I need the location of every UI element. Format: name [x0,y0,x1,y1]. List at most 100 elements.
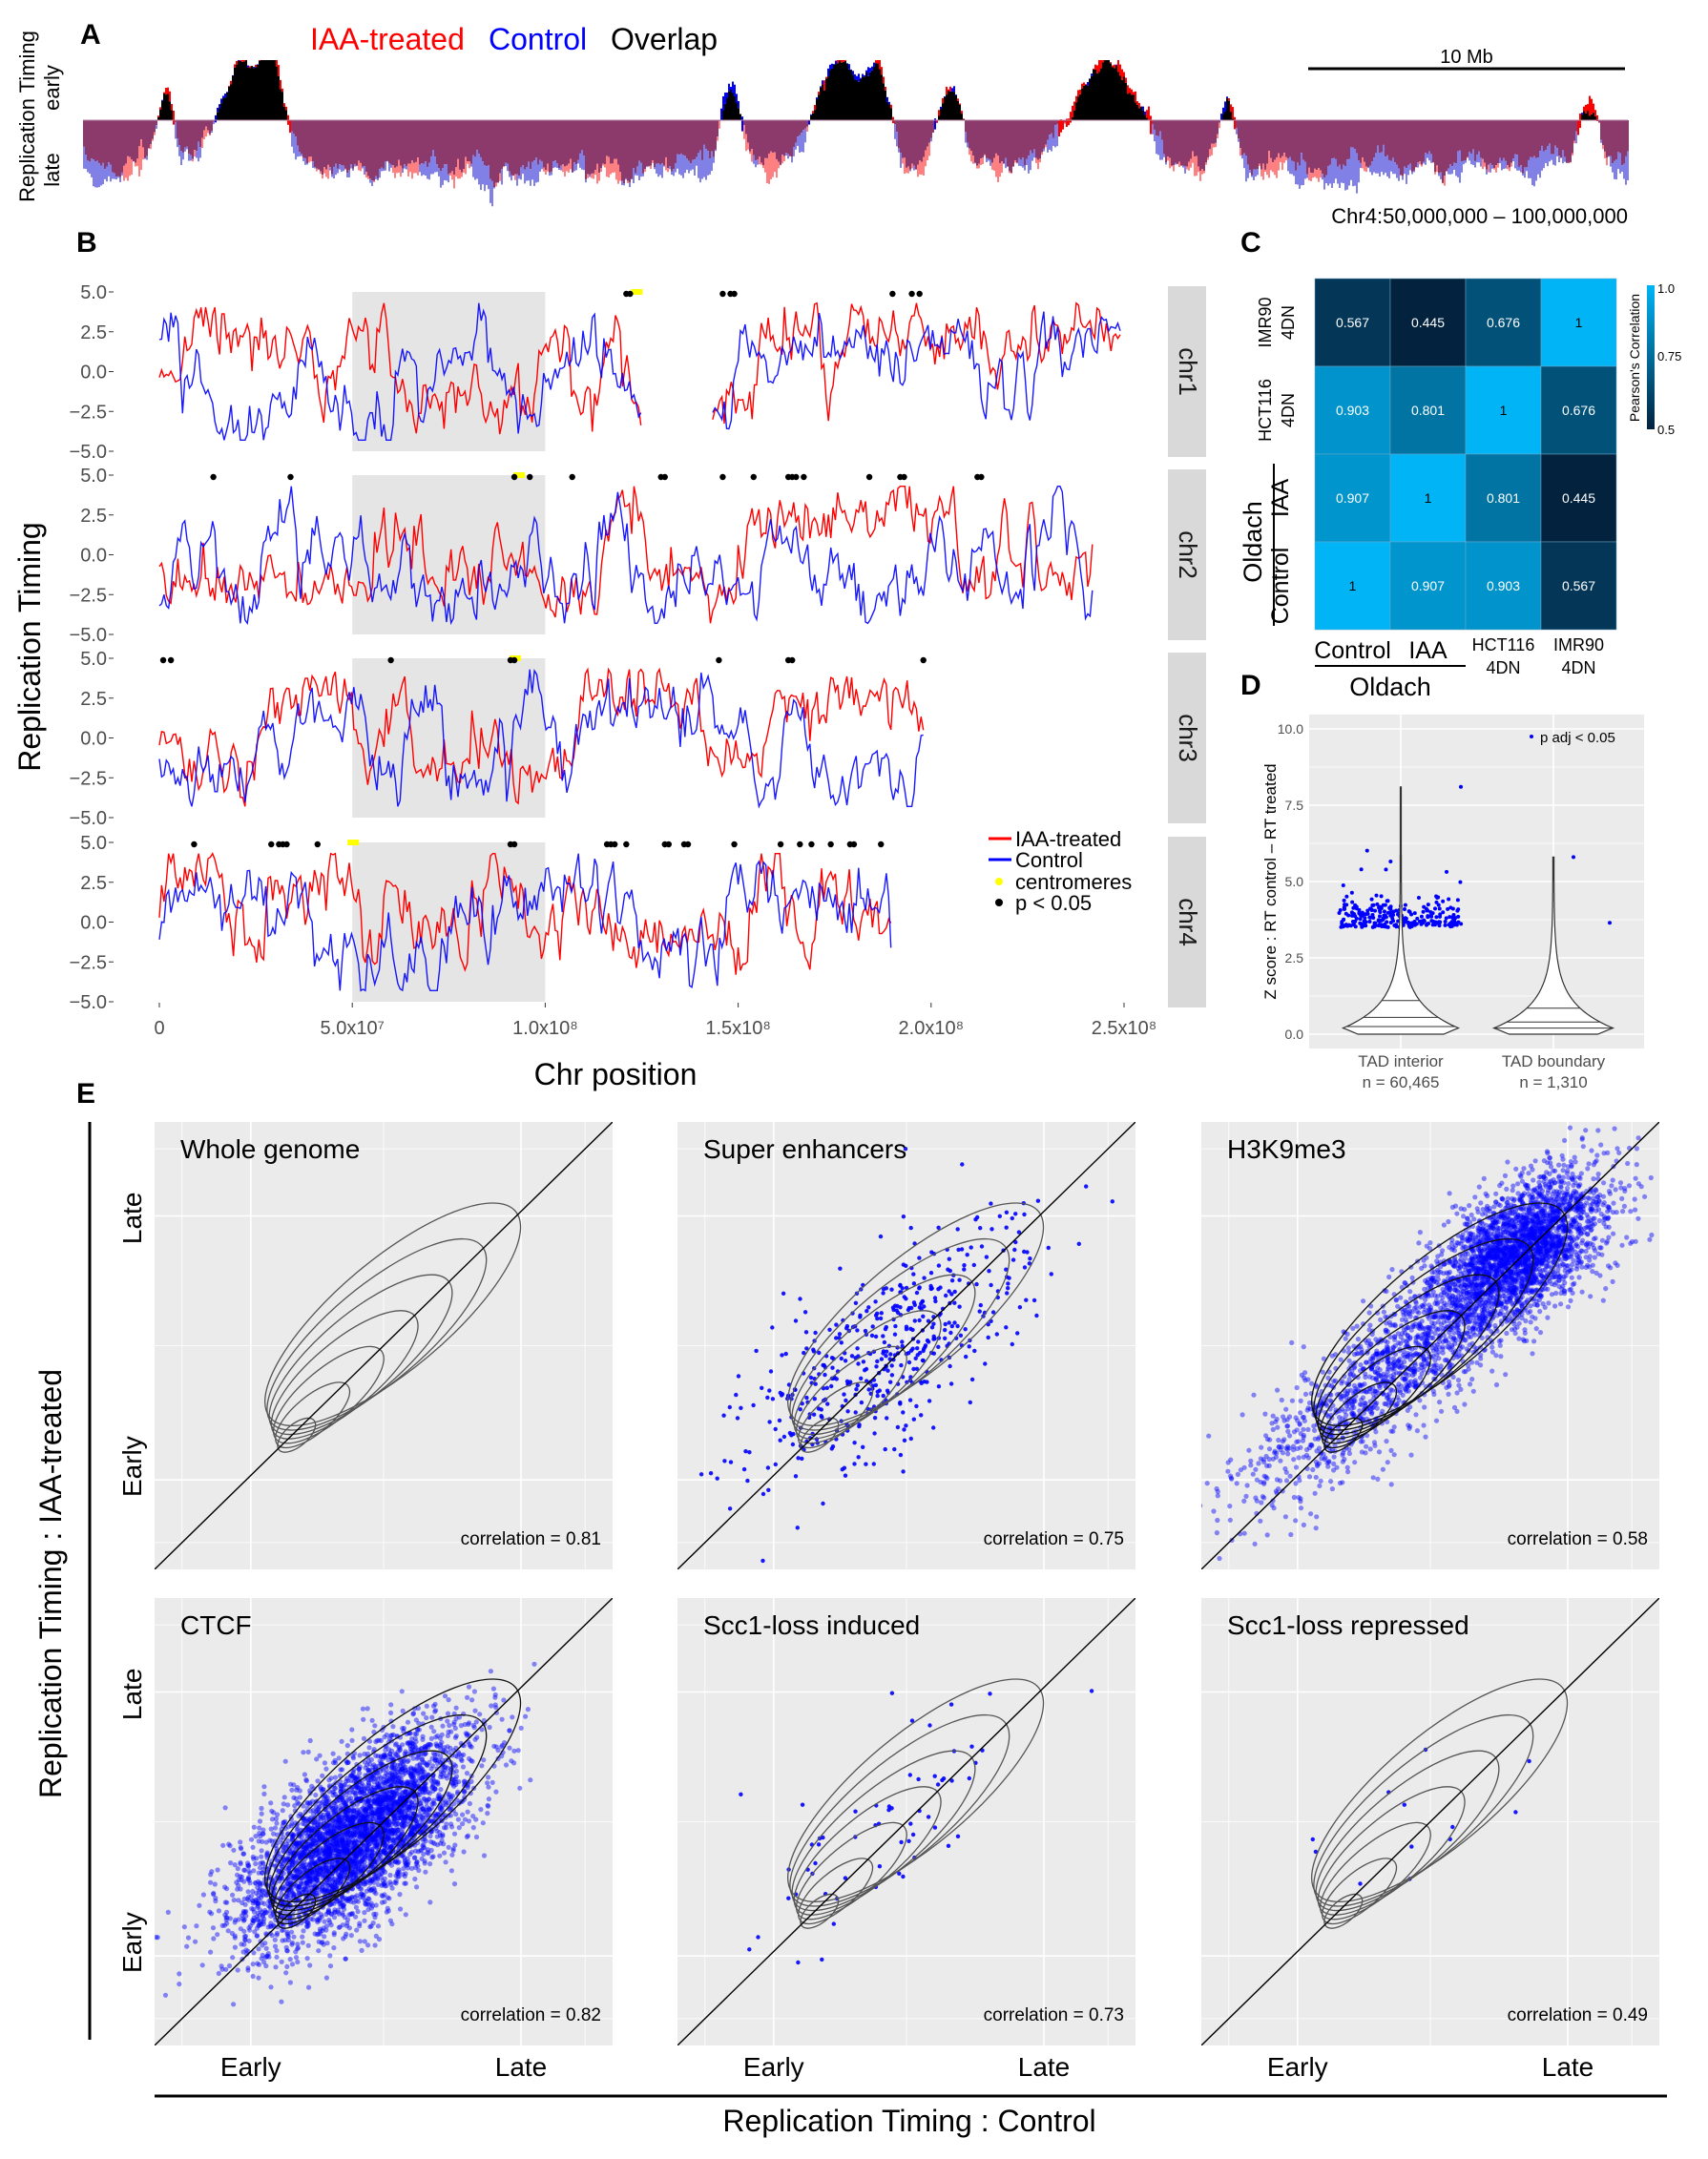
overlap-early-bar [860,78,862,120]
control-early-bar [736,93,738,103]
control-late-bar [1390,160,1392,172]
data-point [1354,1351,1360,1357]
data-point [1503,1263,1509,1270]
sig-point [1365,908,1370,913]
data-point [1489,1300,1495,1306]
data-point [708,1471,714,1476]
control-late-bar [1341,169,1343,183]
col-label: 4DN [1486,658,1520,677]
data-point [1524,1242,1530,1248]
data-point [1445,1313,1450,1318]
data-point [1278,1478,1283,1484]
data-point [1294,1384,1300,1391]
overlap-late-bar [152,120,154,139]
data-point [721,1413,726,1418]
treated-late-bar [1573,140,1575,144]
overlap-late-bar [1413,120,1415,171]
control-early-bar [253,67,255,69]
data-point [1531,1218,1536,1224]
data-point [1533,1240,1539,1246]
overlap-late-bar [1039,120,1041,159]
control-late-bar [444,164,446,180]
sig-point [1349,890,1354,895]
overlap-late-bar [751,120,753,150]
control-late-bar [1554,145,1556,166]
data-point [1005,1291,1010,1296]
data-point [1480,1318,1486,1324]
overlap-late-bar [1455,120,1457,164]
data-point [1595,1251,1601,1256]
overlap-late-bar [1344,120,1346,167]
overlap-late-bar [1541,120,1543,146]
data-point [1523,1267,1529,1273]
data-point [1496,1257,1503,1263]
data-point [1299,1372,1304,1378]
control-late-bar [1396,164,1398,178]
control-late-bar [1516,155,1518,171]
overlap-late-bar [427,120,428,167]
overlap-late-bar [566,120,568,166]
data-point [1321,1451,1326,1457]
data-point [1010,1257,1016,1262]
data-point [1562,1254,1568,1259]
data-point [1398,1340,1404,1346]
overlap-late-bar [556,120,558,164]
data-point [1505,1244,1510,1250]
data-point [1547,1155,1552,1161]
overlap-late-bar [1552,120,1554,155]
data-point [882,1339,887,1345]
treated-late-bar [644,169,646,173]
treated-late-bar [152,138,154,141]
sig-point [1390,916,1395,921]
overlap-early-bar [1081,89,1083,120]
sig-point [1339,924,1343,929]
treated-late-bar [1198,166,1199,173]
overlap-late-bar [560,120,562,166]
data-point [1505,1200,1510,1206]
overlap-late-bar [1325,120,1327,176]
overlap-late-bar [1465,120,1467,161]
data-point [1465,1266,1471,1273]
control-late-bar [930,137,932,142]
data-point [1420,1380,1426,1386]
data-point [1418,1361,1424,1367]
sig-point [1392,924,1397,928]
overlap-late-bar [709,120,711,159]
data-point [1422,1263,1427,1269]
data-point [1477,1315,1483,1320]
data-point [1369,1409,1375,1416]
overlap-early-bar [219,108,220,120]
mixed-bar [173,110,175,125]
control-late-bar [352,168,354,171]
data-point [1526,1270,1531,1276]
overlap-early-bar [1093,69,1094,120]
data-point [1506,1255,1512,1260]
treated-early-bar [276,60,278,67]
overlap-late-bar [121,120,123,173]
data-point [1530,1274,1535,1279]
data-point [1541,1218,1547,1224]
data-point [1519,1283,1525,1290]
data-point [1520,1227,1526,1233]
data-point [839,1340,844,1345]
data-point [1567,1287,1573,1293]
a-ylabel-early: early [40,65,64,111]
overlap-early-bar [1140,106,1142,120]
overlap-late-bar [635,120,636,174]
data-point [1475,1238,1481,1244]
data-point [1500,1235,1506,1240]
overlap-late-bar [1281,120,1283,156]
overlap-early-bar [1102,62,1104,120]
overlap-early-bar [1232,118,1234,120]
treated-late-bar [499,173,501,181]
data-point [1556,1274,1562,1279]
overlap-late-bar [1203,120,1205,171]
treated-late-bar [127,156,129,181]
data-point [1407,1314,1413,1319]
control-early-bar [854,73,856,80]
data-point [1497,1183,1503,1189]
data-point [1547,1235,1552,1241]
control-late-bar [1480,157,1482,167]
legend-label: p adj < 0.05 [1540,730,1615,746]
data-point [1497,1248,1503,1254]
